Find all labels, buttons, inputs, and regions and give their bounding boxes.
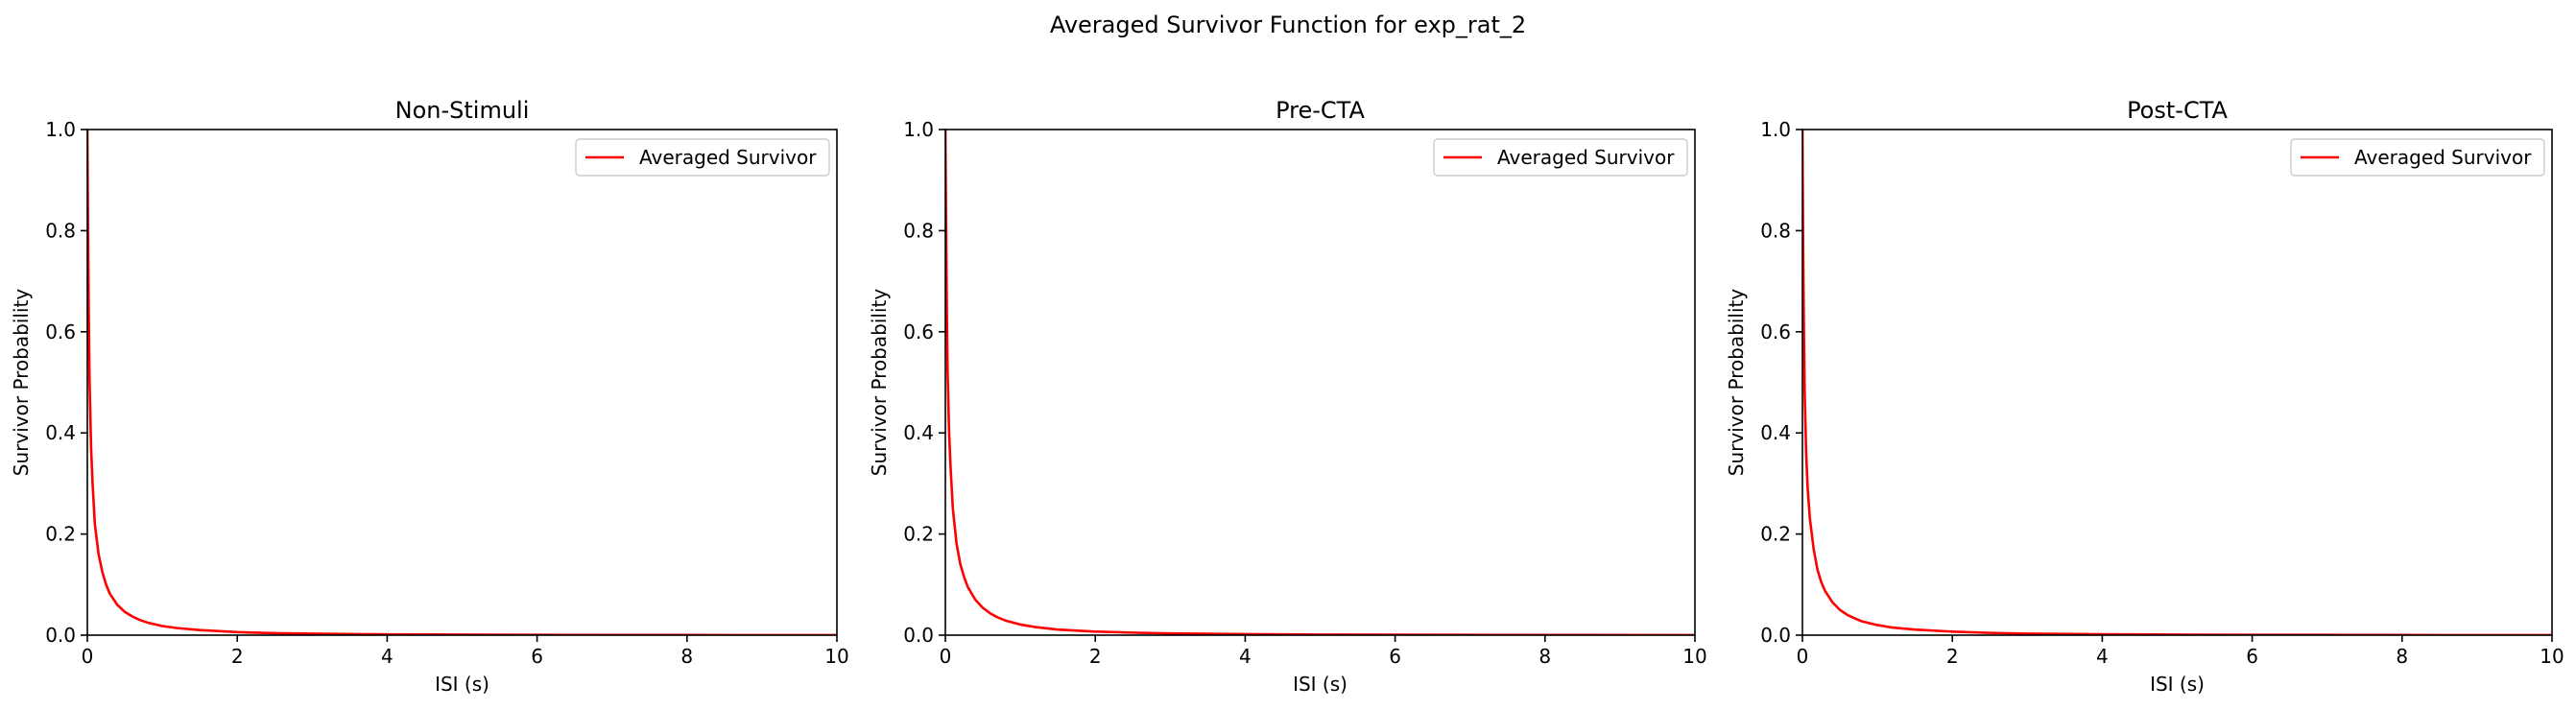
x-axis-label: ISI (s) xyxy=(2150,673,2205,696)
x-tick-label: 4 xyxy=(2096,645,2109,668)
x-tick-label: 4 xyxy=(1239,645,1252,668)
x-tick-label: 6 xyxy=(1389,645,1401,668)
x-axis-label: ISI (s) xyxy=(435,673,489,696)
subplot-title: Pre-CTA xyxy=(1276,97,1365,124)
series-line-1 xyxy=(1802,130,2552,635)
subplots: Non-Stimuli 0 2 4 6 8 10 0.0 0.2 0.4 0.6 0.8 1.0 ISI … xyxy=(10,97,2564,696)
y-tick-label: 1.0 xyxy=(903,118,934,141)
subplot-3: Post-CTA 0 2 4 6 8 10 0.0 0.2 0.4 0.6 0.8 1.0 ISI (s)… xyxy=(1725,97,2564,696)
y-tick-label: 1.0 xyxy=(1760,118,1791,141)
x-tick-label: 2 xyxy=(1089,645,1102,668)
y-axis-label: Survivor Probability xyxy=(1725,289,1748,477)
axes-frame xyxy=(944,129,1696,636)
y-tick-label: 0.0 xyxy=(1760,624,1791,647)
legend-label: Averaged Survivor xyxy=(2354,146,2532,169)
legend-label: Averaged Survivor xyxy=(639,146,817,169)
x-tick-label: 0 xyxy=(940,645,952,668)
y-tick-label: 0.2 xyxy=(1760,523,1791,546)
series-line-1 xyxy=(87,130,837,635)
x-tick-label: 0 xyxy=(82,645,94,668)
x-tick-label: 6 xyxy=(2246,645,2258,668)
legend-box xyxy=(2290,138,2545,177)
legend-box xyxy=(575,138,830,177)
series-line-1 xyxy=(945,130,1695,635)
y-tick-label: 0.4 xyxy=(903,421,934,444)
y-tick-label: 0.0 xyxy=(45,624,76,647)
x-axis-label: ISI (s) xyxy=(1293,673,1348,696)
x-tick-label: 4 xyxy=(381,645,394,668)
y-tick-label: 1.0 xyxy=(45,118,76,141)
legend: Averaged Survivor xyxy=(1433,138,1688,177)
figure-suptitle: Averaged Survivor Function for exp_rat_2 xyxy=(1050,12,1526,38)
y-axis-label: Survivor Probability xyxy=(868,289,891,477)
axes-frame xyxy=(86,129,838,636)
y-tick-label: 0.8 xyxy=(1760,219,1791,242)
y-tick-label: 0.4 xyxy=(1760,421,1791,444)
y-tick-label: 0.6 xyxy=(903,320,934,343)
x-tick-label: 0 xyxy=(1797,645,1809,668)
legend: Averaged Survivor xyxy=(575,138,830,177)
y-tick-label: 0.6 xyxy=(45,320,76,343)
x-tick-label: 10 xyxy=(1682,645,1706,668)
y-tick-label: 0.8 xyxy=(45,219,76,242)
axes-frame xyxy=(1801,129,2553,636)
subplot-title: Post-CTA xyxy=(2127,97,2228,124)
y-tick-label: 0.4 xyxy=(45,421,76,444)
subplot-2: Pre-CTA 0 2 4 6 8 10 0.0 0.2 0.4 0.6 0.8 1.0 ISI (s) S… xyxy=(868,97,1707,696)
x-tick-label: 10 xyxy=(2540,645,2564,668)
x-tick-label: 8 xyxy=(1538,645,1551,668)
subplot-title: Non-Stimuli xyxy=(395,97,530,124)
y-axis-label: Survivor Probability xyxy=(10,289,33,477)
legend-box xyxy=(1433,138,1688,177)
x-tick-label: 2 xyxy=(1946,645,1959,668)
y-tick-label: 0.0 xyxy=(903,624,934,647)
y-tick-label: 0.2 xyxy=(903,523,934,546)
legend-label: Averaged Survivor xyxy=(1497,146,1675,169)
x-tick-label: 10 xyxy=(824,645,848,668)
x-tick-label: 2 xyxy=(231,645,244,668)
x-tick-label: 8 xyxy=(2396,645,2408,668)
y-tick-label: 0.2 xyxy=(45,523,76,546)
y-tick-label: 0.6 xyxy=(1760,320,1791,343)
legend: Averaged Survivor xyxy=(2290,138,2545,177)
x-tick-label: 6 xyxy=(531,645,543,668)
x-tick-label: 8 xyxy=(680,645,693,668)
y-tick-label: 0.8 xyxy=(903,219,934,242)
subplot-1: Non-Stimuli 0 2 4 6 8 10 0.0 0.2 0.4 0.6 0.8 1.0 ISI … xyxy=(10,97,849,696)
